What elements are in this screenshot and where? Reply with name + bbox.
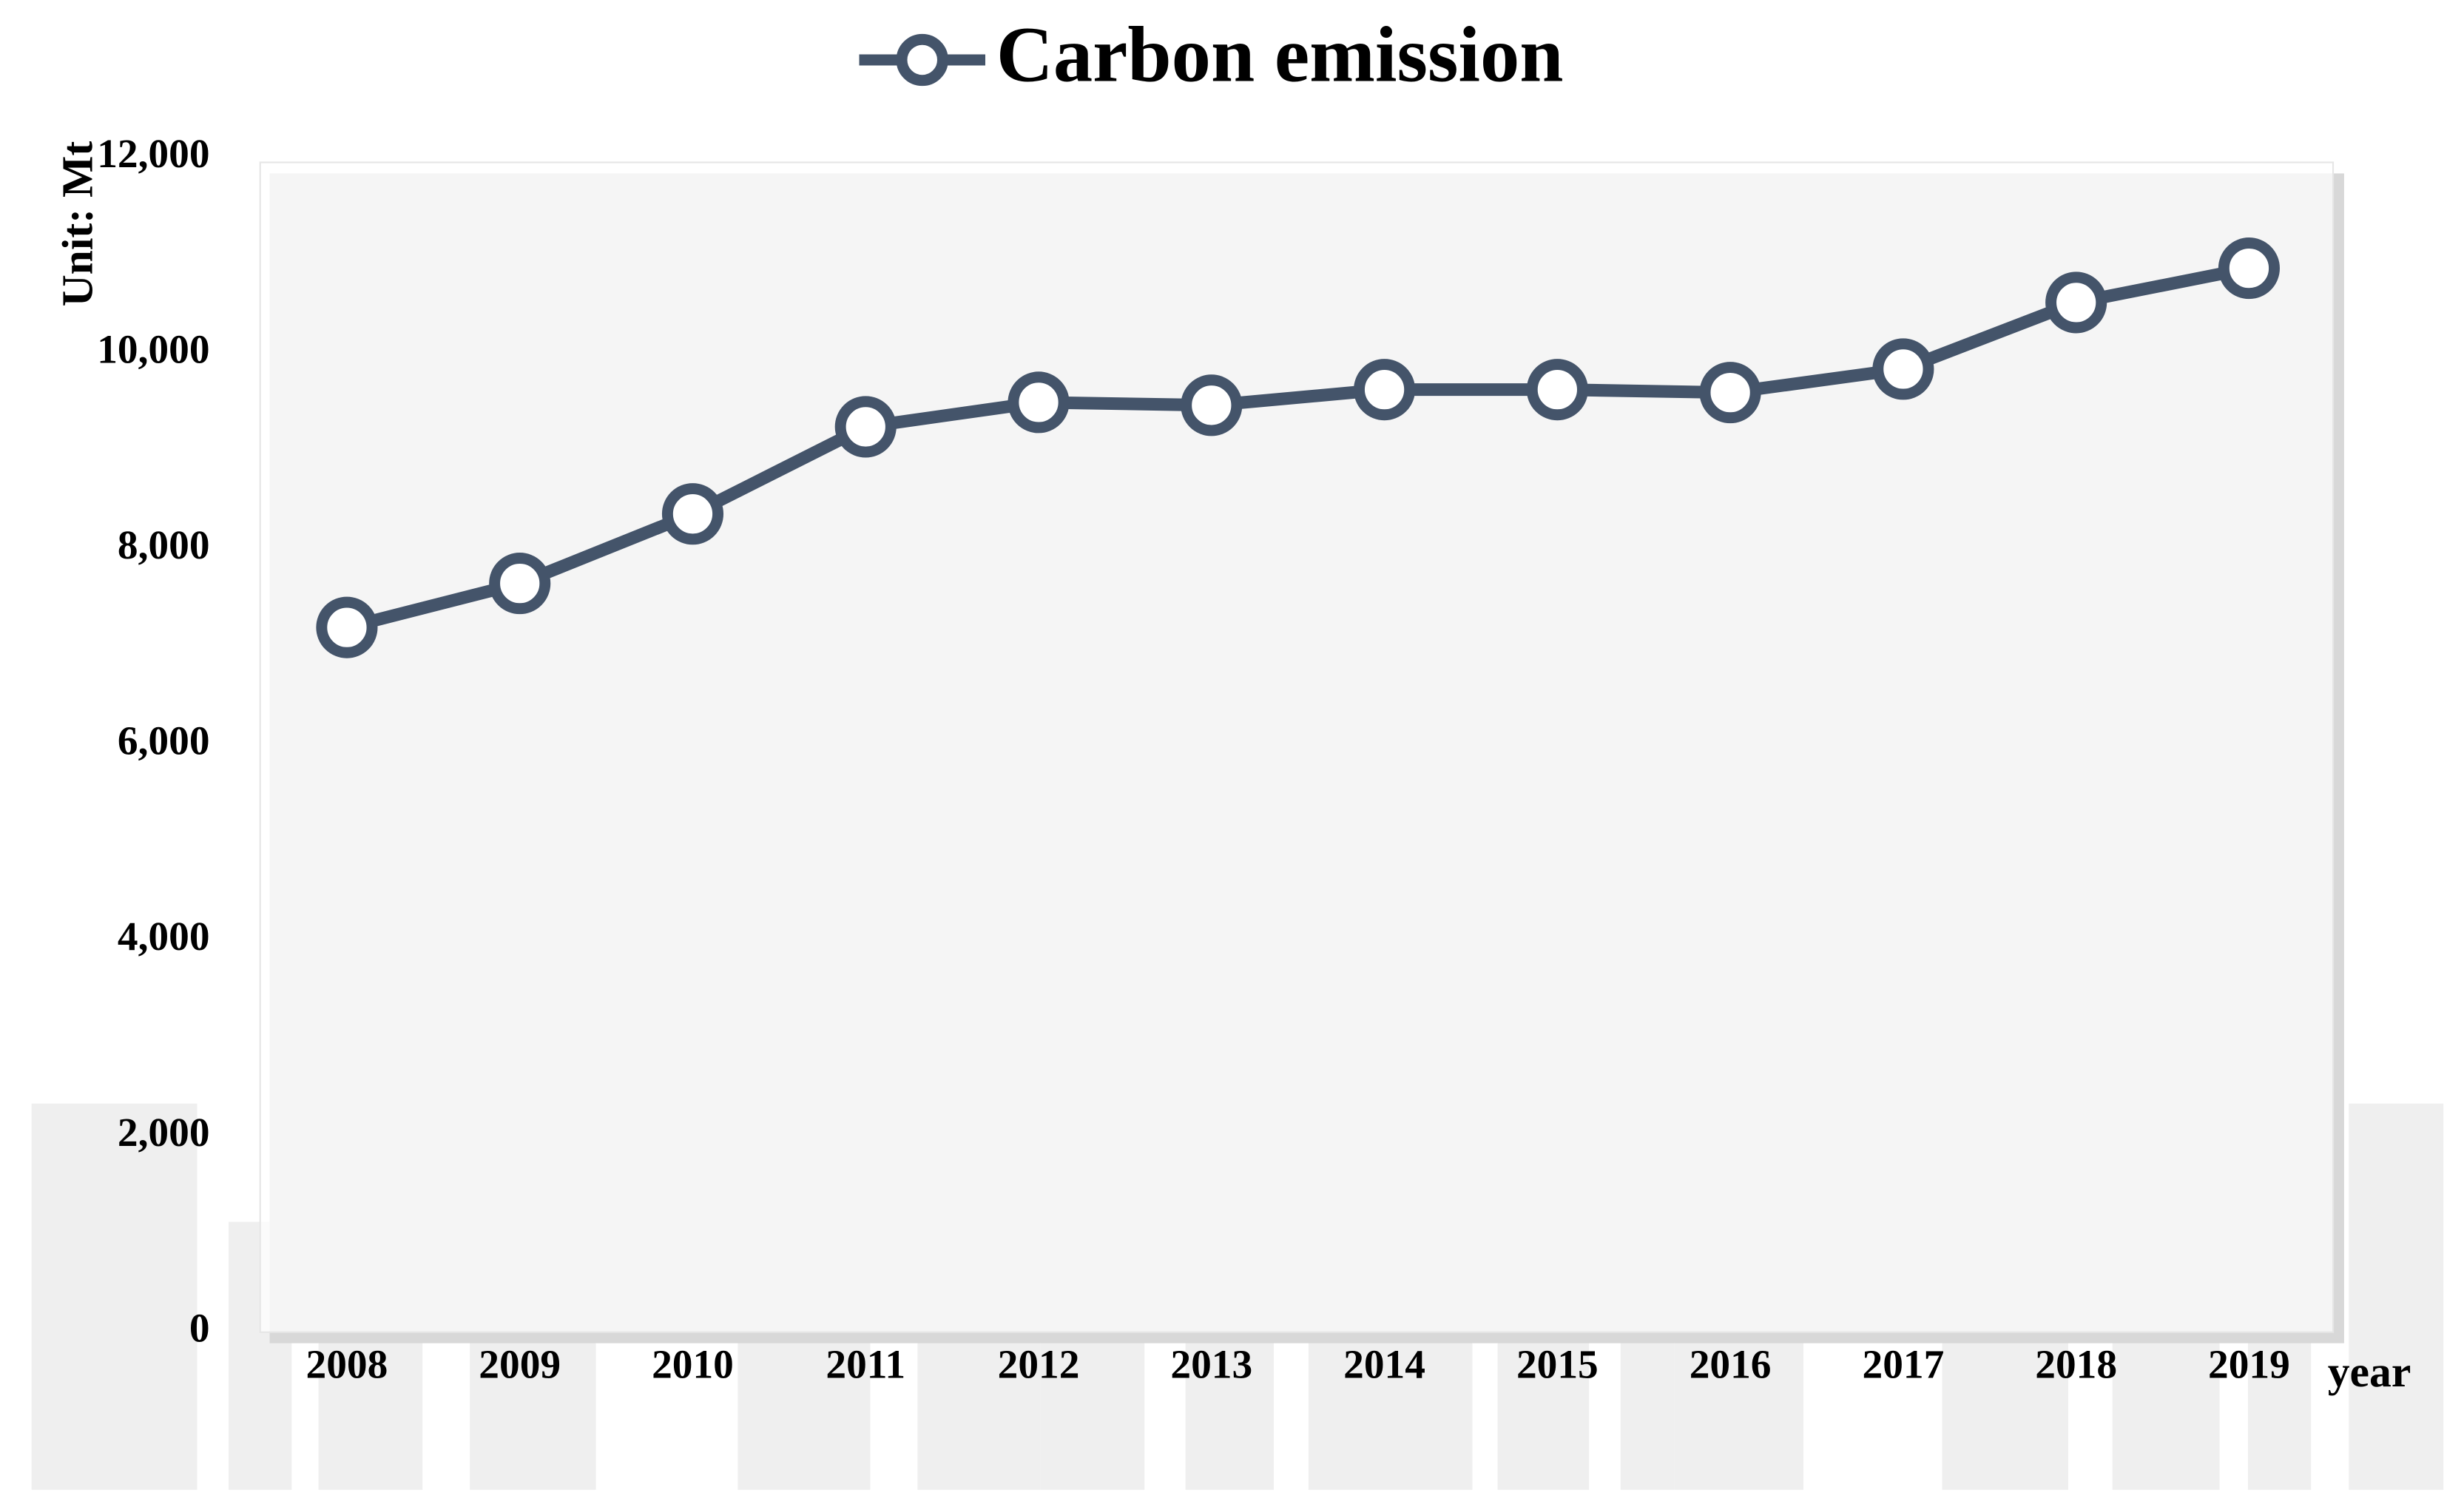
x-tick-label: 2010 [652,1341,734,1386]
plot-area [259,161,2335,1333]
x-tick-label: 2011 [826,1341,905,1386]
x-tick-label: 2009 [479,1341,561,1386]
y-tick-label: 6,000 [118,718,210,763]
data-point [1354,359,1416,421]
data-point [1181,374,1243,436]
y-tick-label: 2,000 [118,1110,210,1155]
data-point [2218,237,2280,300]
data-point [1526,359,1588,421]
x-tick-label: 2014 [1343,1341,1425,1386]
x-tick-label: 2008 [306,1341,388,1386]
data-point [1699,362,1761,424]
x-tick-label: 2016 [1690,1341,1772,1386]
y-tick-label: 4,000 [118,914,210,959]
x-tick-label: 2017 [1863,1341,1945,1386]
y-axis-label: Unit: Mt [53,141,102,307]
data-point [2045,272,2107,334]
data-point [489,553,551,615]
x-tick-label: 2019 [2208,1341,2290,1386]
y-tick-label: 10,000 [97,326,209,371]
data-point [1007,371,1070,434]
x-axis-label: year [2328,1347,2411,1396]
y-tick-label: 0 [189,1305,210,1350]
legend: Carbon emission [859,12,1564,99]
data-point [316,596,378,658]
x-tick-label: 2018 [2035,1341,2117,1386]
data-point [661,483,724,545]
x-tick-label: 2015 [1516,1341,1599,1386]
x-tick-label: 2012 [998,1341,1080,1386]
x-tick-label: 2013 [1170,1341,1252,1386]
legend-marker [896,33,948,87]
y-tick-label: 12,000 [97,131,209,176]
data-point [1872,338,1934,400]
series-line [345,262,2251,634]
legend-label: Carbon emission [996,12,1564,99]
data-point [834,396,897,458]
y-tick-label: 8,000 [118,522,210,567]
